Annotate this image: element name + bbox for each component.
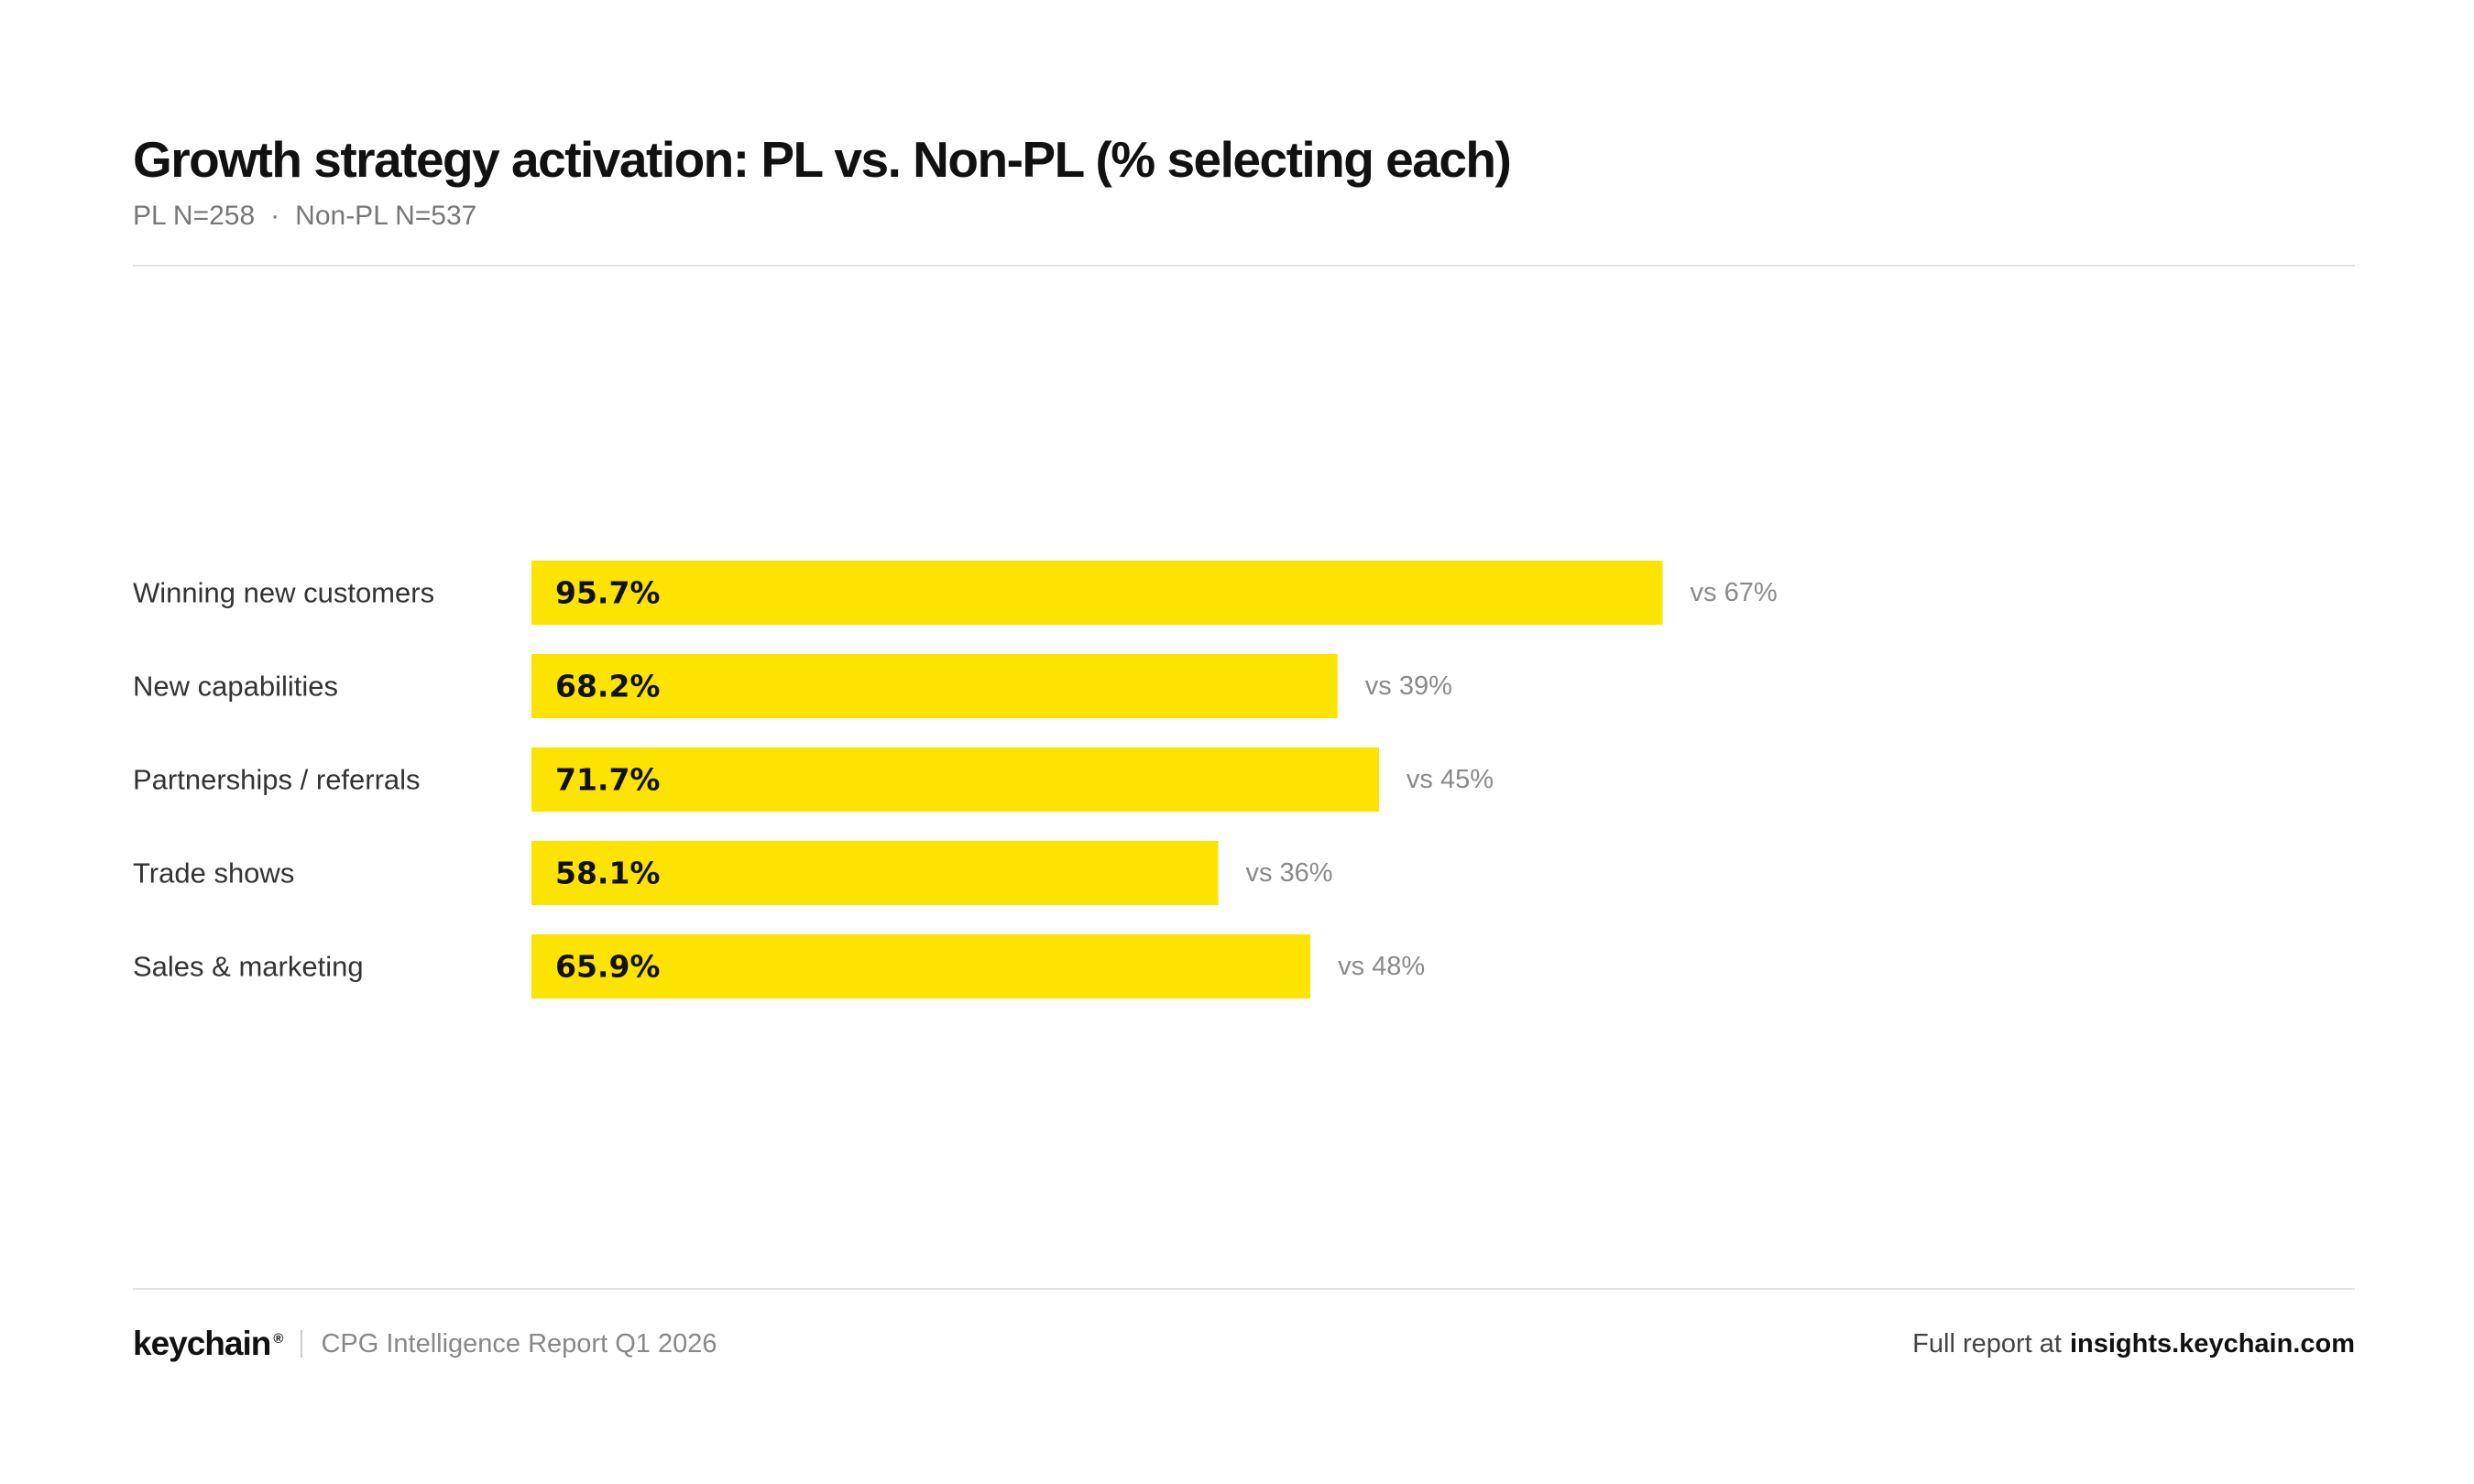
bar xyxy=(531,561,1663,625)
bar xyxy=(531,841,1219,905)
chart-subtitle: PL N=258 · Non-PL N=537 xyxy=(133,198,476,235)
bar-value-label: 65.9% xyxy=(555,949,661,985)
footer-divider xyxy=(133,1288,2355,1290)
category-label: Winning new customers xyxy=(133,577,434,609)
comparison-label: vs 67% xyxy=(1691,578,1778,607)
category-label: Sales & marketing xyxy=(133,951,364,983)
category-label: Partnerships / referrals xyxy=(133,764,421,796)
comparison-label: vs 45% xyxy=(1407,765,1494,794)
non-pl-sample-size: Non-PL N=537 xyxy=(295,201,477,231)
bar-value-label: 95.7% xyxy=(555,575,661,611)
link-prefix: Full report at xyxy=(1912,1328,2062,1359)
comparison-label: vs 36% xyxy=(1245,858,1332,888)
bar-value-label: 71.7% xyxy=(555,762,661,798)
comparison-label: vs 48% xyxy=(1338,952,1425,981)
pl-sample-size: PL N=258 xyxy=(133,201,256,231)
bar xyxy=(531,654,1338,718)
chart-title: Growth strategy activation: PL vs. Non-P… xyxy=(133,131,1512,188)
report-link[interactable]: insights.keychain.com xyxy=(2069,1328,2355,1359)
footer-separator xyxy=(301,1330,303,1358)
footer-link-text: Full report at insights.keychain.com xyxy=(1912,1321,2355,1367)
registered-mark: ® xyxy=(273,1330,283,1347)
header-divider xyxy=(133,265,2355,267)
category-label: New capabilities xyxy=(133,671,338,703)
bar xyxy=(531,934,1311,998)
category-label: Trade shows xyxy=(133,857,294,889)
comparison-label: vs 39% xyxy=(1365,671,1452,701)
subtitle-separator: · xyxy=(270,201,280,231)
bar-value-label: 68.2% xyxy=(555,669,661,704)
bar xyxy=(531,747,1379,812)
footer-brand: keychain ® CPG Intelligence Report Q1 202… xyxy=(133,1321,717,1367)
keychain-logo: keychain ® xyxy=(133,1325,283,1362)
report-name: CPG Intelligence Report Q1 2026 xyxy=(321,1328,717,1359)
bar-value-label: 58.1% xyxy=(555,856,661,891)
